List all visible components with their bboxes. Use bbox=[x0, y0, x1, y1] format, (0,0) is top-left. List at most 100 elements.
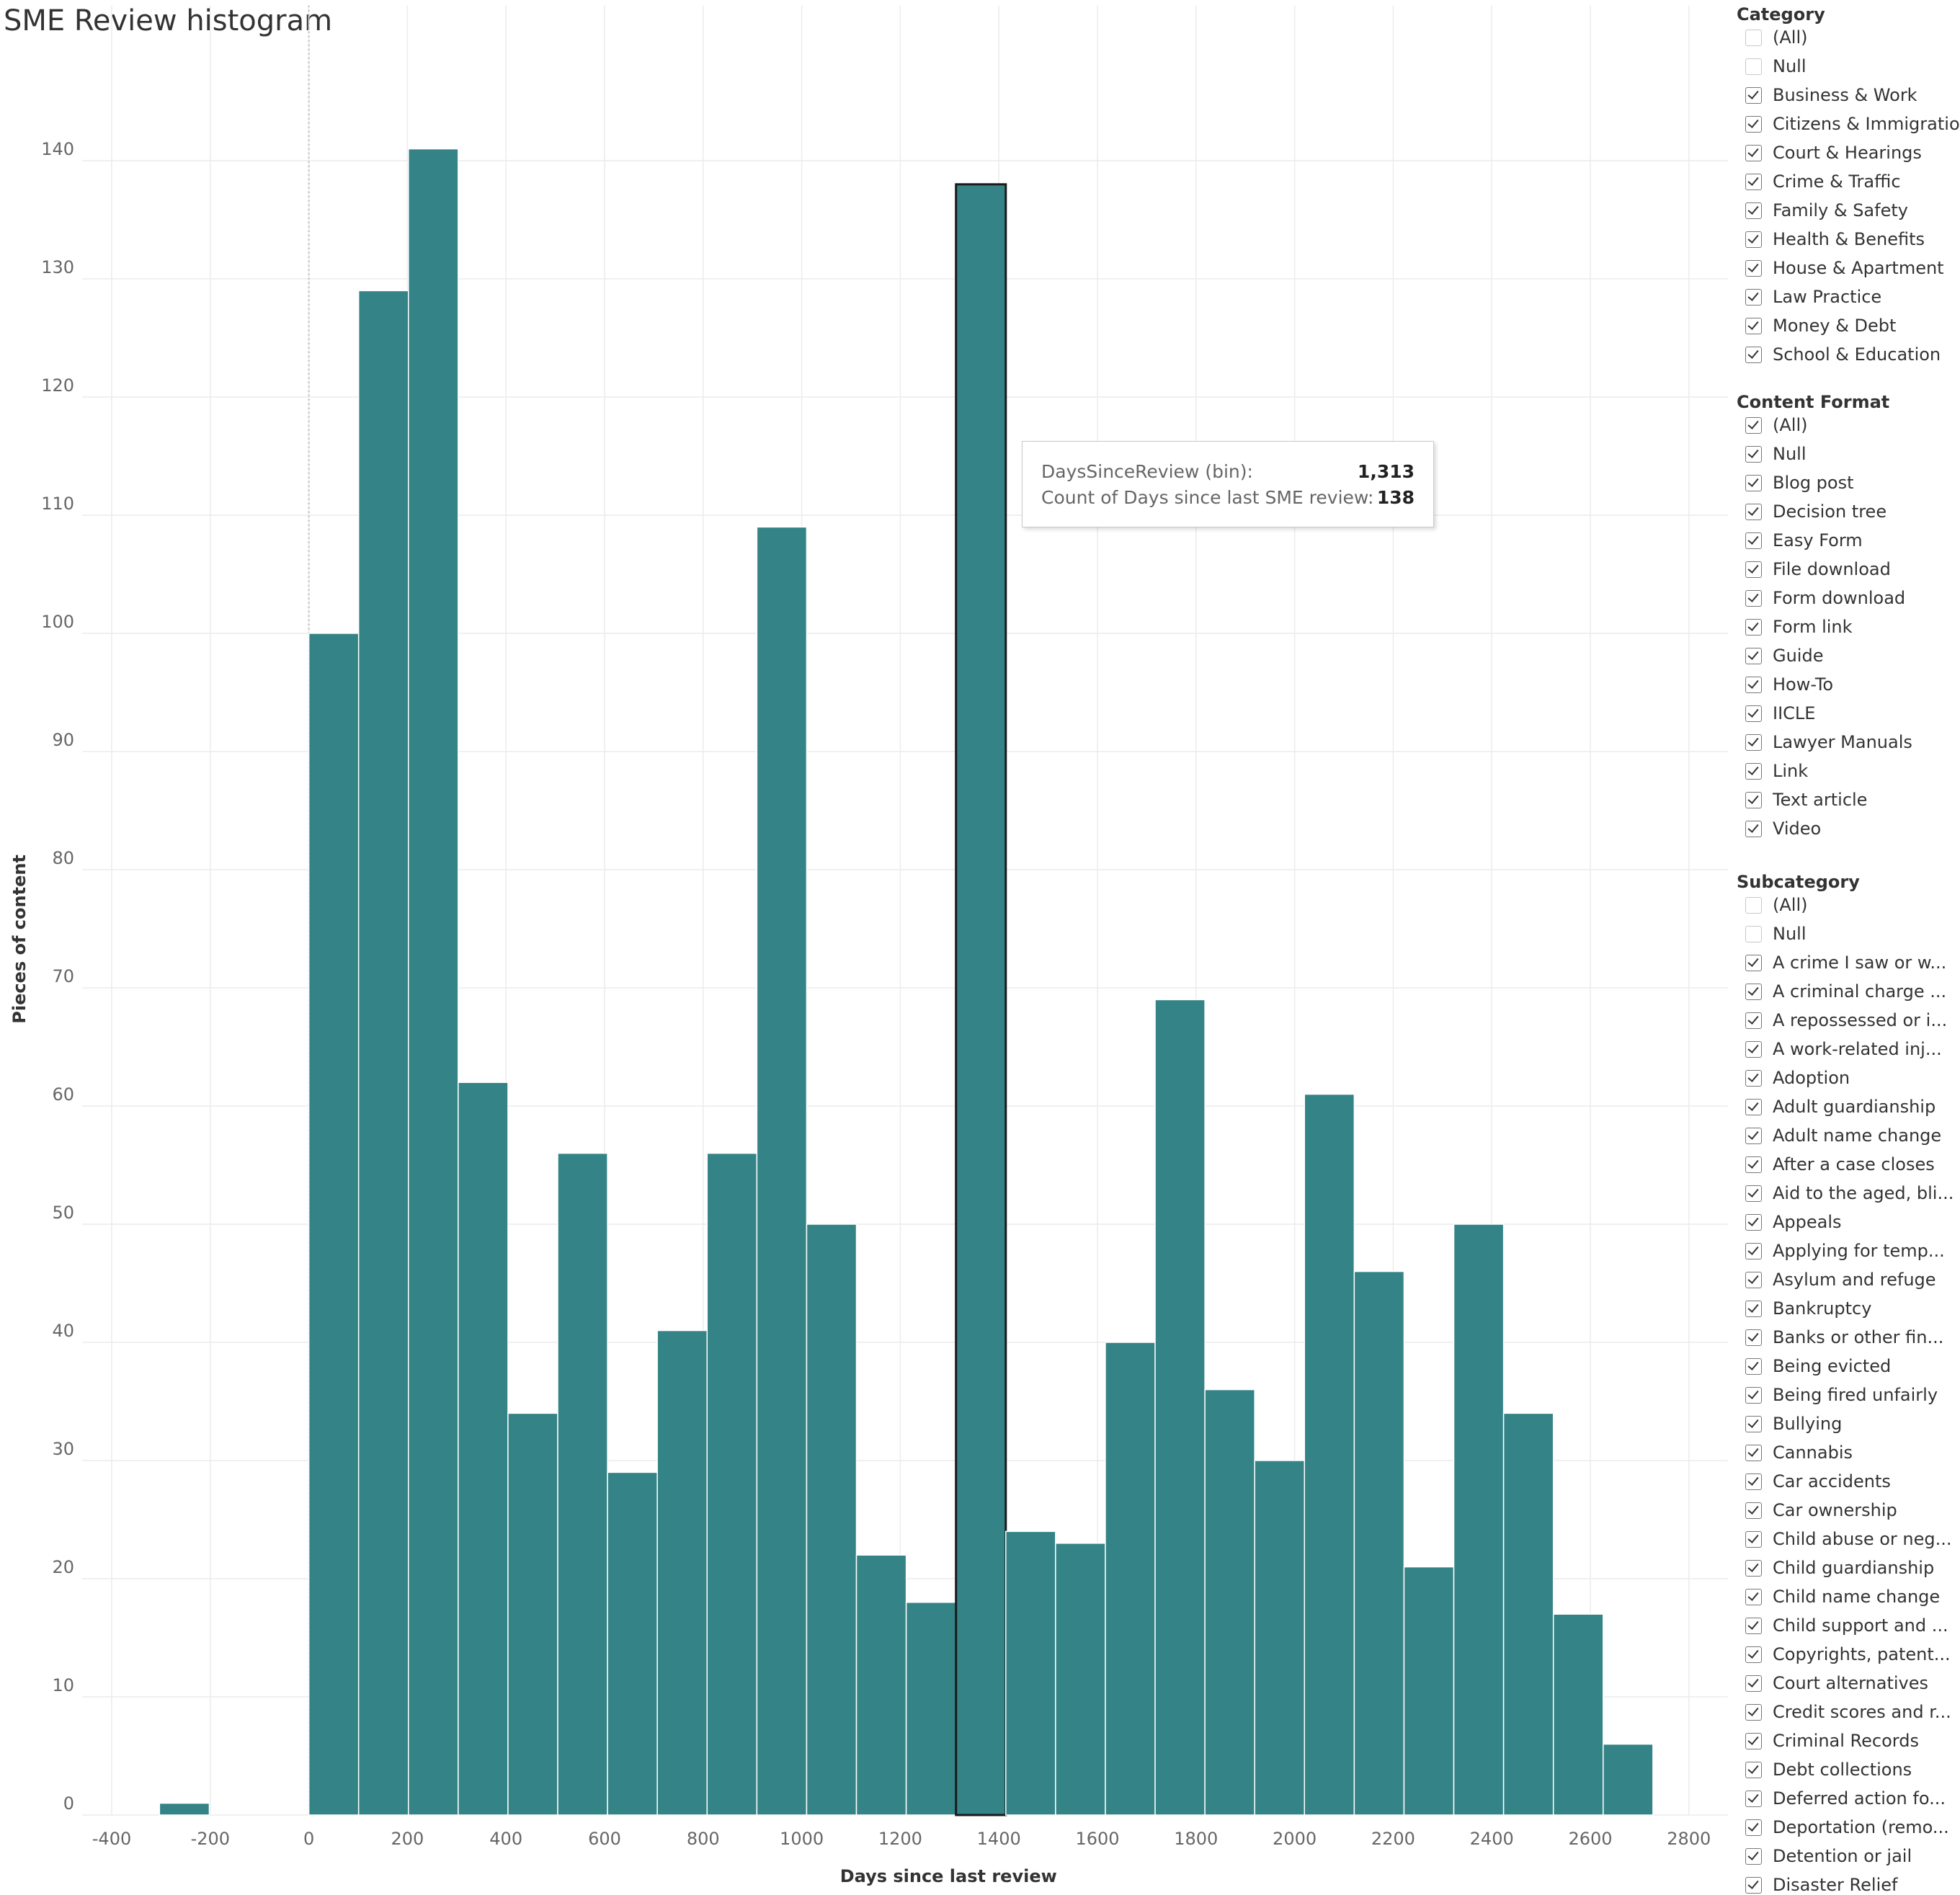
filter-option[interactable]: Null bbox=[1737, 52, 1960, 81]
checkbox-checked-icon[interactable] bbox=[1745, 561, 1762, 578]
checkbox-checked-icon[interactable] bbox=[1745, 705, 1762, 722]
checkbox-checked-icon[interactable] bbox=[1745, 648, 1762, 664]
filter-option[interactable]: Adult guardianship bbox=[1737, 1092, 1960, 1121]
checkbox-checked-icon[interactable] bbox=[1745, 1243, 1762, 1259]
filter-option[interactable]: (All) bbox=[1737, 411, 1960, 440]
checkbox-checked-icon[interactable] bbox=[1745, 763, 1762, 780]
filter-option[interactable]: Being fired unfairly bbox=[1737, 1381, 1960, 1409]
checkbox-checked-icon[interactable] bbox=[1745, 1185, 1762, 1202]
checkbox-checked-icon[interactable] bbox=[1745, 116, 1762, 133]
filter-option[interactable]: Bullying bbox=[1737, 1409, 1960, 1438]
checkbox-checked-icon[interactable] bbox=[1745, 1473, 1762, 1490]
histogram-bar[interactable] bbox=[1353, 1270, 1405, 1816]
histogram-bar[interactable] bbox=[607, 1471, 658, 1816]
filter-option[interactable]: Adult name change bbox=[1737, 1121, 1960, 1150]
filter-option[interactable]: Crime & Traffic bbox=[1737, 167, 1960, 196]
checkbox-checked-icon[interactable] bbox=[1745, 677, 1762, 693]
filter-option[interactable]: Text article bbox=[1737, 785, 1960, 814]
checkbox-checked-icon[interactable] bbox=[1745, 1329, 1762, 1346]
checkbox-checked-icon[interactable] bbox=[1745, 289, 1762, 306]
histogram-bar[interactable] bbox=[308, 633, 360, 1816]
checkbox-checked-icon[interactable] bbox=[1745, 145, 1762, 161]
histogram-bar[interactable] bbox=[1403, 1566, 1455, 1816]
histogram-bar[interactable] bbox=[557, 1152, 608, 1816]
checkbox-checked-icon[interactable] bbox=[1745, 475, 1762, 491]
histogram-bar[interactable] bbox=[1105, 1342, 1156, 1816]
checkbox-checked-icon[interactable] bbox=[1745, 1070, 1762, 1087]
checkbox-checked-icon[interactable] bbox=[1745, 318, 1762, 334]
filter-option[interactable]: Decision tree bbox=[1737, 497, 1960, 526]
histogram-bar[interactable] bbox=[1502, 1412, 1554, 1816]
checkbox-checked-icon[interactable] bbox=[1745, 174, 1762, 190]
checkbox-checked-icon[interactable] bbox=[1745, 734, 1762, 751]
histogram-bar[interactable] bbox=[1254, 1460, 1306, 1816]
checkbox-unchecked-icon[interactable] bbox=[1745, 58, 1762, 75]
filter-option[interactable]: How-To bbox=[1737, 670, 1960, 699]
checkbox-checked-icon[interactable] bbox=[1745, 1877, 1762, 1894]
checkbox-checked-icon[interactable] bbox=[1745, 446, 1762, 463]
filter-option[interactable]: Form link bbox=[1737, 612, 1960, 641]
checkbox-unchecked-icon[interactable] bbox=[1745, 30, 1762, 46]
filter-option[interactable]: A repossessed or i... bbox=[1737, 1006, 1960, 1035]
checkbox-checked-icon[interactable] bbox=[1745, 202, 1762, 219]
histogram-bar[interactable] bbox=[955, 183, 1007, 1816]
filter-option[interactable]: Aid to the aged, bli... bbox=[1737, 1179, 1960, 1208]
histogram-bar[interactable] bbox=[1005, 1530, 1056, 1816]
checkbox-checked-icon[interactable] bbox=[1745, 347, 1762, 363]
histogram-bar[interactable] bbox=[1154, 999, 1206, 1816]
histogram-bar[interactable] bbox=[1055, 1543, 1106, 1816]
checkbox-checked-icon[interactable] bbox=[1745, 821, 1762, 837]
filter-option[interactable]: Asylum and refuge bbox=[1737, 1265, 1960, 1294]
filter-option[interactable]: Child support and ... bbox=[1737, 1611, 1960, 1640]
checkbox-checked-icon[interactable] bbox=[1745, 1301, 1762, 1317]
filter-option[interactable]: Court alternatives bbox=[1737, 1669, 1960, 1698]
checkbox-checked-icon[interactable] bbox=[1745, 1445, 1762, 1461]
histogram-bar[interactable] bbox=[159, 1802, 210, 1816]
filter-option[interactable]: Law Practice bbox=[1737, 282, 1960, 311]
checkbox-checked-icon[interactable] bbox=[1745, 1646, 1762, 1663]
filter-option[interactable]: Deportation (remo... bbox=[1737, 1813, 1960, 1842]
histogram-bar[interactable] bbox=[656, 1329, 708, 1816]
filter-option[interactable]: File download bbox=[1737, 555, 1960, 584]
filter-option[interactable]: Null bbox=[1737, 919, 1960, 948]
filter-option[interactable]: Car ownership bbox=[1737, 1496, 1960, 1525]
checkbox-checked-icon[interactable] bbox=[1745, 1704, 1762, 1721]
filter-option[interactable]: A work-related inj... bbox=[1737, 1035, 1960, 1064]
checkbox-checked-icon[interactable] bbox=[1745, 1589, 1762, 1605]
filter-option[interactable]: Appeals bbox=[1737, 1208, 1960, 1236]
histogram-bar[interactable] bbox=[756, 526, 808, 1816]
histogram-bar[interactable] bbox=[1304, 1093, 1355, 1816]
checkbox-checked-icon[interactable] bbox=[1745, 792, 1762, 808]
filter-option[interactable]: Adoption bbox=[1737, 1064, 1960, 1092]
filter-option[interactable]: Cannabis bbox=[1737, 1438, 1960, 1467]
checkbox-checked-icon[interactable] bbox=[1745, 984, 1762, 1000]
checkbox-checked-icon[interactable] bbox=[1745, 87, 1762, 104]
checkbox-checked-icon[interactable] bbox=[1745, 1358, 1762, 1375]
histogram-bar[interactable] bbox=[1552, 1613, 1604, 1816]
histogram-bar[interactable] bbox=[1453, 1223, 1505, 1816]
filter-option[interactable]: (All) bbox=[1737, 891, 1960, 919]
checkbox-checked-icon[interactable] bbox=[1745, 1762, 1762, 1778]
histogram-bar[interactable] bbox=[408, 148, 459, 1816]
checkbox-checked-icon[interactable] bbox=[1745, 1791, 1762, 1807]
checkbox-checked-icon[interactable] bbox=[1745, 1416, 1762, 1432]
checkbox-checked-icon[interactable] bbox=[1745, 1387, 1762, 1404]
filter-option[interactable]: Criminal Records bbox=[1737, 1726, 1960, 1755]
filter-option[interactable]: IICLE bbox=[1737, 699, 1960, 728]
filter-option[interactable]: Debt collections bbox=[1737, 1755, 1960, 1784]
checkbox-checked-icon[interactable] bbox=[1745, 1560, 1762, 1577]
checkbox-checked-icon[interactable] bbox=[1745, 1848, 1762, 1865]
checkbox-checked-icon[interactable] bbox=[1745, 590, 1762, 607]
checkbox-unchecked-icon[interactable] bbox=[1745, 897, 1762, 914]
filter-option[interactable]: Disaster Relief bbox=[1737, 1871, 1960, 1895]
filter-option[interactable]: Child name change bbox=[1737, 1582, 1960, 1611]
filter-option[interactable]: Citizens & Immigration bbox=[1737, 110, 1960, 138]
filter-option[interactable]: A criminal charge ... bbox=[1737, 977, 1960, 1006]
filter-option[interactable]: Guide bbox=[1737, 641, 1960, 670]
checkbox-checked-icon[interactable] bbox=[1745, 1214, 1762, 1231]
checkbox-checked-icon[interactable] bbox=[1745, 1099, 1762, 1115]
checkbox-checked-icon[interactable] bbox=[1745, 955, 1762, 971]
checkbox-checked-icon[interactable] bbox=[1745, 1012, 1762, 1029]
checkbox-checked-icon[interactable] bbox=[1745, 1128, 1762, 1144]
filter-option[interactable]: Bankruptcy bbox=[1737, 1294, 1960, 1323]
